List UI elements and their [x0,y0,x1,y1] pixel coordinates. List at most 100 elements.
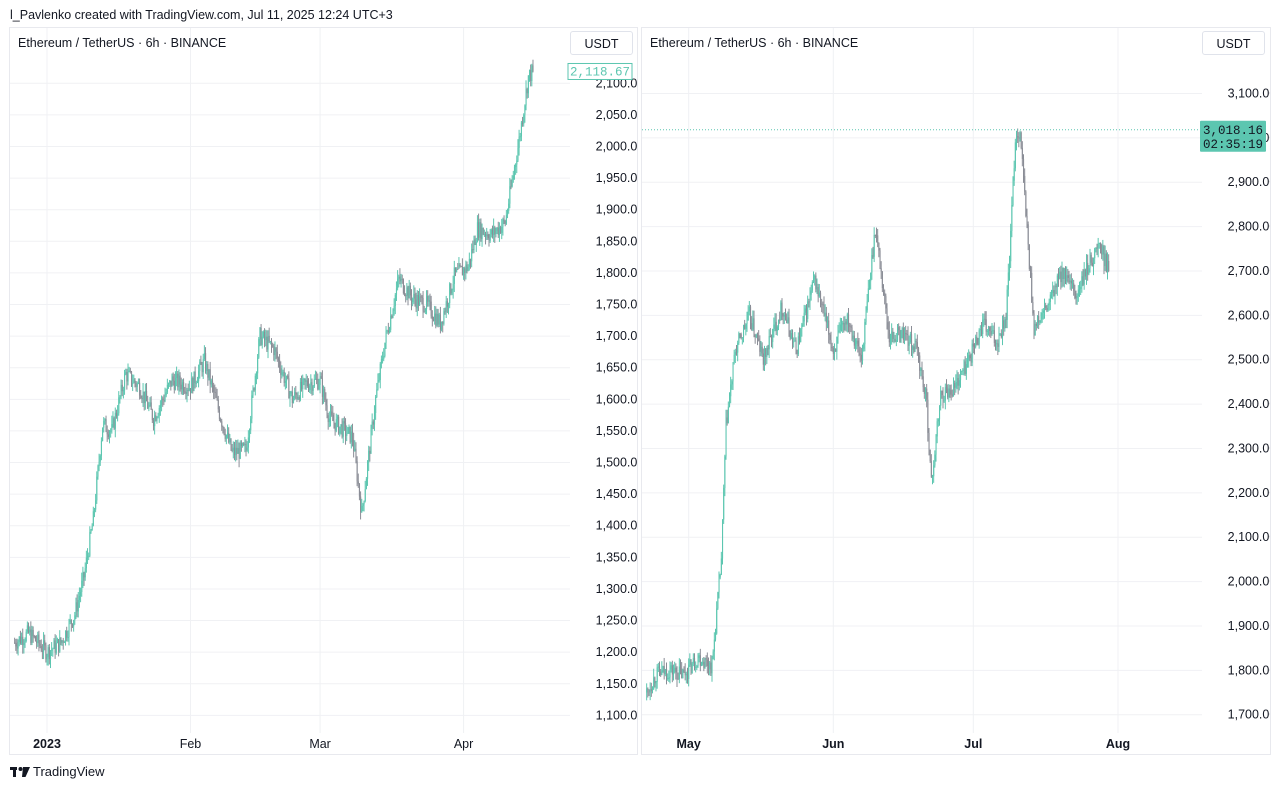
candle-body [19,636,22,644]
candle-body [1031,272,1033,302]
candle-body [406,287,408,296]
candle-body [1098,242,1100,244]
candle-body [867,288,869,302]
candle-body [650,689,652,691]
currency-unit-button-left[interactable]: USDT [570,31,633,55]
candle-body [52,648,54,650]
candle-body [671,665,673,675]
candle-body [692,658,694,664]
candle-body [383,356,385,360]
candle-body [205,353,207,372]
candle-body [942,394,944,401]
candle-body [1079,289,1081,291]
candle-body [389,329,391,333]
candle-body [792,333,794,343]
candle-body [189,388,192,394]
y-tick-label: 1,150.00 [596,677,638,691]
candle-body [1061,267,1063,283]
candle-body [719,574,721,578]
currency-unit-button-right[interactable]: USDT [1202,31,1265,55]
candle-body [316,378,318,380]
candle-body [252,388,254,396]
candle-body [432,319,435,321]
candle-body [897,327,899,341]
candle-body [1000,333,1002,338]
candle-body [724,456,726,488]
candle-body [494,227,496,235]
candle-body [1010,230,1012,262]
candle-body [15,642,17,647]
candle-body [279,360,281,369]
candle-body [518,136,520,148]
candle-body [733,354,735,363]
candle-body [839,324,841,331]
candle-body [923,387,925,394]
candle-body [319,376,321,385]
candle-body [911,334,913,350]
candle-body [266,336,268,350]
candle-body [148,405,150,409]
candle-body [504,220,506,224]
candle-body [143,391,145,404]
candle-body [480,222,482,240]
candle-body [796,349,798,355]
candle-body [1074,290,1076,299]
candle-body [738,333,740,343]
candle-body [970,358,972,363]
candle-body [92,511,94,527]
candle-body [73,620,75,627]
candle-body [984,318,986,320]
candle-body [844,321,846,331]
y-tick-label: 1,550.00 [596,424,638,438]
candle-body [757,334,759,339]
candle-body [1096,247,1098,249]
candle-body [517,147,519,161]
footer-logo[interactable]: TradingView [10,764,105,779]
candle-body [324,388,326,401]
candle-body [122,390,124,392]
candle-body [800,328,802,343]
candle-body [386,330,388,332]
candle-body [473,239,475,251]
candle-body [755,334,757,338]
chart-attribution: l_Pavlenko created with TradingView.com,… [10,8,393,22]
candle-body [932,476,934,478]
candle-body [974,346,976,348]
candle-body [727,406,729,424]
candle-body [772,328,774,343]
candle-body [420,296,422,298]
candle-body [362,504,364,506]
candle-body [128,370,130,372]
candle-body [350,431,352,443]
candle-body [1063,268,1065,280]
candle-body [109,432,111,437]
candle-body [102,427,104,441]
candle-body [1012,180,1014,206]
candle-body [789,330,791,339]
candle-body [1035,323,1037,326]
candle-body [364,489,366,502]
candle-body [865,310,867,323]
candle-body [223,427,225,434]
candle-body [659,666,661,672]
candle-body [887,322,889,330]
candle-body [871,255,873,273]
candle-body [1027,224,1029,245]
candle-body [876,235,878,237]
candle-body [993,330,995,343]
candle-body [880,268,882,272]
candle-body [340,424,342,427]
candle-body [806,308,808,319]
candle-body [78,595,81,601]
candle-body [441,321,443,330]
candle-body [67,637,69,639]
candle-body [479,222,481,238]
candle-body [1039,320,1041,323]
candle-body [199,361,201,371]
candle-body [409,285,411,296]
candle-body [295,391,297,395]
candle-body [778,319,780,327]
candle-body [990,330,992,335]
candle-body [124,374,126,391]
candle-body [522,122,524,124]
